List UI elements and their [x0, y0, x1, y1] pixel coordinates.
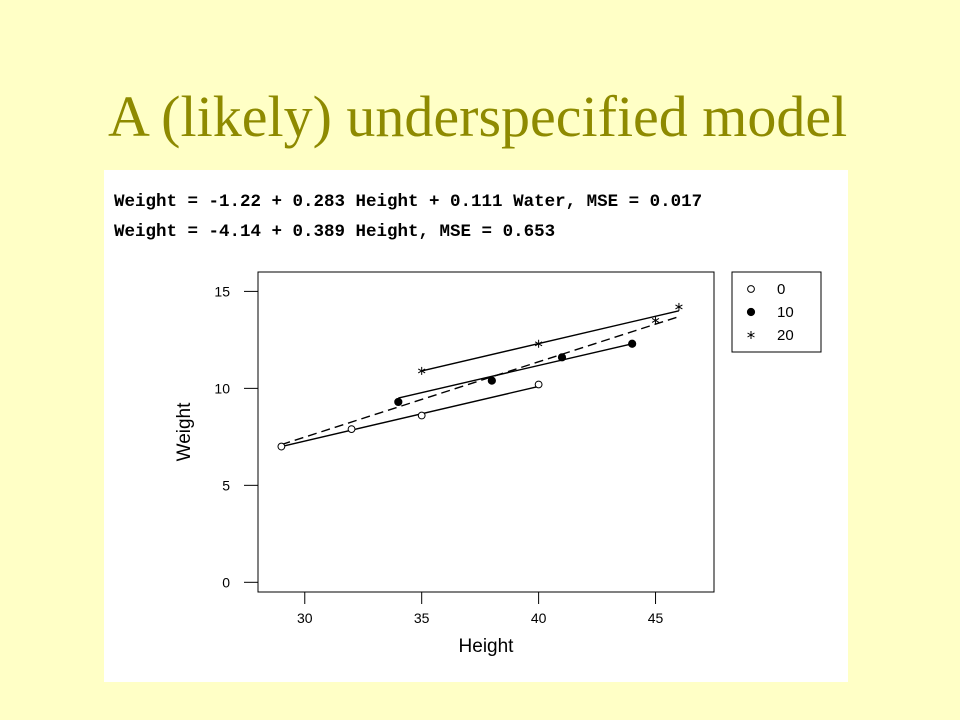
point-10: [394, 397, 403, 407]
legend-label-10: 10: [777, 304, 794, 321]
point-20: [534, 339, 543, 348]
data-points: [277, 302, 683, 451]
x-tick-label: 45: [648, 610, 664, 626]
legend-label-0: 0: [777, 281, 785, 298]
point-0: [277, 442, 286, 451]
point-0: [534, 380, 543, 389]
fit-line-0: [281, 385, 539, 448]
legend-marker-0: [747, 285, 755, 293]
point-10: [628, 339, 637, 348]
x-tick-label: 40: [531, 610, 547, 626]
fit-line-20: [421, 310, 680, 372]
point-0: [417, 411, 426, 420]
y-axis-label: Weight: [174, 402, 195, 462]
x-tick-label: 35: [414, 610, 430, 626]
slide-title: A (likely) underspecified model: [108, 84, 848, 149]
point-20: [675, 302, 683, 311]
legend-marker-20: [747, 331, 755, 339]
point-20: [417, 366, 426, 375]
point-20: [651, 316, 660, 325]
legend-marker-10: [746, 307, 756, 317]
point-10: [557, 353, 567, 362]
equation-height-only: Weight = -4.14 + 0.389 Height, MSE = 0.6…: [114, 222, 556, 242]
fit-line-10: [398, 343, 633, 399]
equation-full-model: Weight = -1.22 + 0.283 Height + 0.111 Wa…: [114, 192, 703, 212]
chart-panel: [104, 170, 848, 682]
fit-lines: [281, 310, 680, 448]
y-tick-label: 15: [214, 283, 230, 299]
overall-fit-line: [281, 315, 680, 446]
y-tick-label: 10: [214, 380, 230, 396]
y-tick-label: 5: [222, 477, 230, 493]
point-10: [487, 376, 496, 385]
x-axis-label: Height: [459, 636, 515, 657]
legend: 0 10 20: [731, 271, 822, 353]
x-tick-label: 30: [297, 610, 313, 626]
legend-label-20: 20: [777, 327, 794, 344]
x-axis: 30 35 40 45: [297, 592, 664, 626]
plot-frame: [257, 271, 715, 593]
point-0: [347, 425, 356, 433]
legend-box: [731, 271, 822, 353]
y-tick-label: 0: [222, 574, 230, 590]
y-axis: 0 5 10 15: [214, 283, 258, 590]
